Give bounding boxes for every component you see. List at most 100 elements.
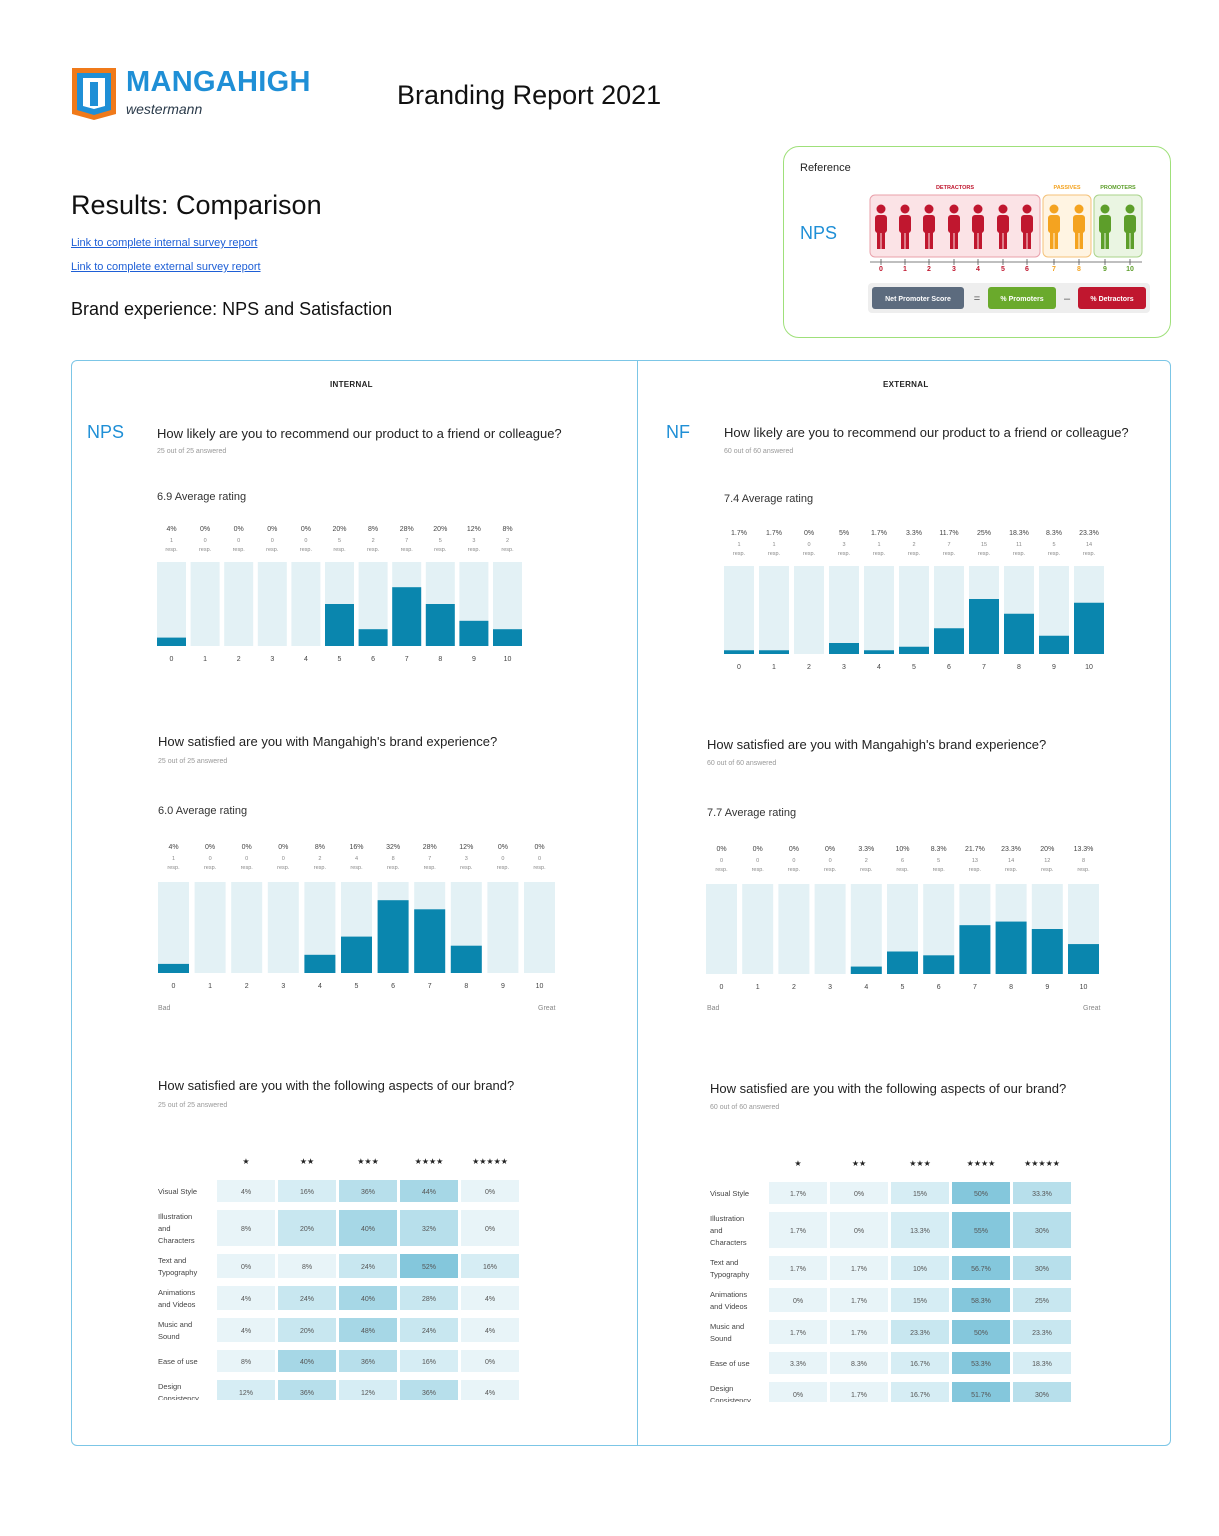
x-tick-label: 7 <box>405 656 409 663</box>
x-tick-label: 2 <box>792 984 796 991</box>
heat-cell <box>400 1318 458 1342</box>
x-tick-label: 8 <box>1009 984 1013 991</box>
heat-cell <box>952 1320 1010 1344</box>
bar-percent-label: 8.3% <box>1046 530 1062 537</box>
heat-cell <box>830 1212 888 1248</box>
bar <box>759 650 789 654</box>
bar-count-label: 0 <box>245 856 248 862</box>
bar-percent-label: 32% <box>386 844 400 851</box>
heat-cell-label: 36% <box>422 1390 436 1397</box>
heat-cell <box>461 1350 519 1372</box>
external-report-link[interactable]: Link to complete external survey report <box>71 261 261 273</box>
row-label: Ease of use <box>710 1359 750 1368</box>
heat-cell-label: 53.3% <box>971 1361 991 1368</box>
heat-cell-label: 50% <box>974 1191 988 1198</box>
bar-track <box>291 562 321 646</box>
heat-cell-label: 3.3% <box>790 1361 806 1368</box>
scale-number: 9 <box>1103 266 1107 273</box>
bar-resp-label: resp. <box>233 547 246 553</box>
bar-percent-label: 16% <box>349 844 363 851</box>
x-tick-label: 10 <box>504 656 512 663</box>
bar-count-label: 3 <box>472 538 475 544</box>
heat-cell <box>461 1254 519 1278</box>
external-scale-bad: Bad <box>707 1005 720 1012</box>
bar-count-label: 0 <box>756 858 759 864</box>
heat-cell <box>217 1318 275 1342</box>
bar-count-label: 2 <box>506 538 509 544</box>
scale-number: 3 <box>952 266 956 273</box>
bar <box>377 900 409 973</box>
row-label: Music and <box>158 1320 192 1329</box>
x-tick-label: 1 <box>772 664 776 671</box>
bar-percent-label: 8% <box>502 526 512 533</box>
heat-cell <box>769 1212 827 1248</box>
internal-q3-answered: 25 out of 25 answered <box>158 1102 228 1109</box>
bar-resp-label: resp. <box>933 867 946 873</box>
bar-track <box>267 882 299 973</box>
bar-resp-label: resp. <box>752 867 765 873</box>
bar <box>158 963 189 973</box>
bar-track <box>224 562 254 646</box>
x-tick-label: 10 <box>536 983 544 990</box>
heat-cell-label: 40% <box>300 1359 314 1366</box>
passives-label: PASSIVES <box>1053 185 1080 191</box>
scale-number: 8 <box>1077 266 1081 273</box>
bar-percent-label: 5% <box>839 530 849 537</box>
heat-cell-label: 30% <box>1035 1266 1049 1273</box>
bar-count-label: 7 <box>405 538 408 544</box>
x-tick-label: 2 <box>237 656 241 663</box>
bar <box>459 620 489 646</box>
heat-cell-label: 0% <box>793 1298 803 1305</box>
internal-report-link[interactable]: Link to complete internal survey report <box>71 237 258 249</box>
x-tick-label: 0 <box>170 656 174 663</box>
bar-resp-label: resp. <box>1005 867 1018 873</box>
x-tick-label: 1 <box>756 984 760 991</box>
external-scale-great: Great <box>1083 1005 1101 1012</box>
bar-percent-label: 25% <box>977 530 991 537</box>
bar-percent-label: 20% <box>433 526 447 533</box>
bar-track <box>190 562 220 646</box>
heat-cell <box>461 1286 519 1310</box>
bar-resp-label: resp. <box>715 867 728 873</box>
x-tick-label: 8 <box>464 983 468 990</box>
bar-track <box>158 882 189 973</box>
bar-track <box>814 884 846 974</box>
bar-percent-label: 23.3% <box>1079 530 1099 537</box>
heat-cell <box>891 1182 949 1204</box>
heat-cell <box>830 1320 888 1344</box>
internal-scale-great: Great <box>538 1005 556 1012</box>
bar-percent-label: 28% <box>400 526 414 533</box>
bar <box>887 951 918 974</box>
row-label: and Videos <box>158 1300 196 1309</box>
bar-percent-label: 0% <box>825 846 835 853</box>
heat-cell-label: 1.7% <box>851 1330 867 1337</box>
heat-cell <box>1013 1352 1071 1374</box>
row-label: Design <box>158 1382 181 1391</box>
bar-count-label: 2 <box>912 542 915 548</box>
internal-aspects-table: ★ ★★ ★★★ ★★★★ ★★★★★Visual Style 4% 16% 36% 44% 0%… <box>158 1157 519 1400</box>
equals-sign: = <box>974 293 980 305</box>
bar-count-label: 0 <box>209 856 212 862</box>
scale-number: 5 <box>1001 266 1005 273</box>
heat-cell-label: 50% <box>974 1330 988 1337</box>
x-tick-label: 9 <box>501 983 505 990</box>
heat-cell <box>278 1254 336 1278</box>
heat-cell-label: 4% <box>485 1328 495 1335</box>
heat-cell-label: 48% <box>361 1328 375 1335</box>
x-tick-label: 3 <box>281 983 285 990</box>
bar <box>899 646 929 654</box>
heat-cell-label: 1.7% <box>851 1298 867 1305</box>
x-tick-label: 10 <box>1080 984 1088 991</box>
heat-cell-label: 0% <box>485 1359 495 1366</box>
bar <box>934 628 964 654</box>
heat-cell <box>400 1350 458 1372</box>
bar <box>864 650 894 654</box>
bar-percent-label: 8% <box>315 844 325 851</box>
star-column-header: ★ <box>794 1159 801 1168</box>
bar-resp-label: resp. <box>1048 551 1061 557</box>
bar <box>304 954 336 973</box>
bar-percent-label: 20% <box>1040 846 1054 853</box>
heat-cell <box>339 1254 397 1278</box>
bar-track <box>524 882 555 973</box>
heat-cell <box>217 1180 275 1202</box>
